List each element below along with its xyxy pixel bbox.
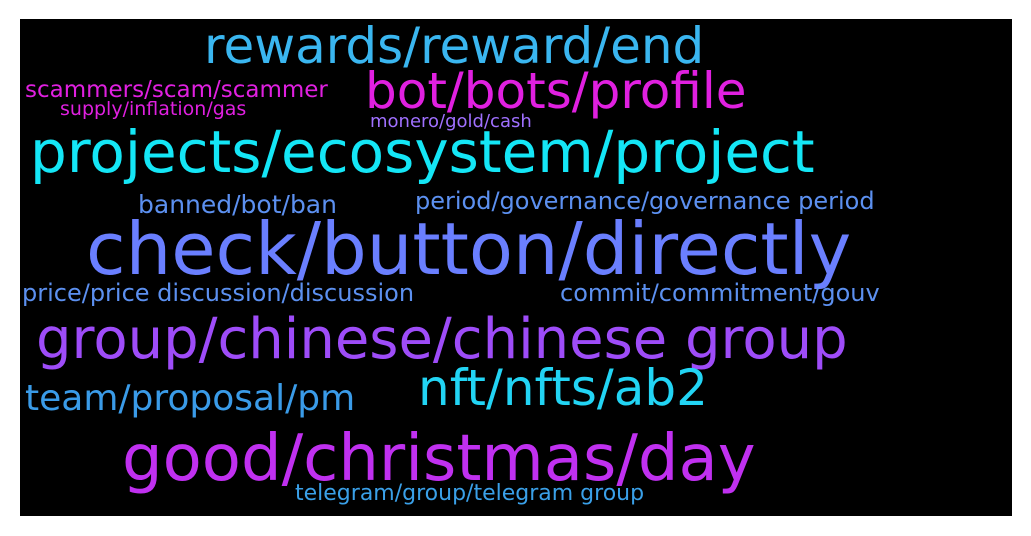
- word-price: price/price discussion/discussion: [22, 279, 415, 307]
- word-monero: monero/gold/cash: [370, 111, 532, 132]
- word-rewards: rewards/reward/end: [204, 19, 705, 75]
- word-good: good/christmas/day: [122, 422, 756, 496]
- word-telegram: telegram/group/telegram group: [295, 481, 645, 506]
- word-team: team/proposal/pm: [25, 378, 356, 419]
- word-nft: nft/nfts/ab2: [418, 359, 708, 417]
- word-scammers: scammers/scam/scammer: [25, 77, 328, 103]
- word-group: group/chinese/chinese group: [36, 307, 848, 372]
- word-supply: supply/inflation/gas: [60, 98, 247, 120]
- word-banned: banned/bot/ban: [138, 190, 337, 219]
- word-period: period/governance/governance period: [415, 187, 875, 215]
- word-check: check/button/directly: [86, 207, 852, 291]
- word-cloud: rewards/reward/end bot/bots/profile scam…: [20, 19, 1012, 516]
- word-projects: projects/ecosystem/project: [30, 118, 815, 186]
- word-bot: bot/bots/profile: [365, 62, 747, 120]
- word-commit: commit/commitment/gouv: [560, 279, 880, 307]
